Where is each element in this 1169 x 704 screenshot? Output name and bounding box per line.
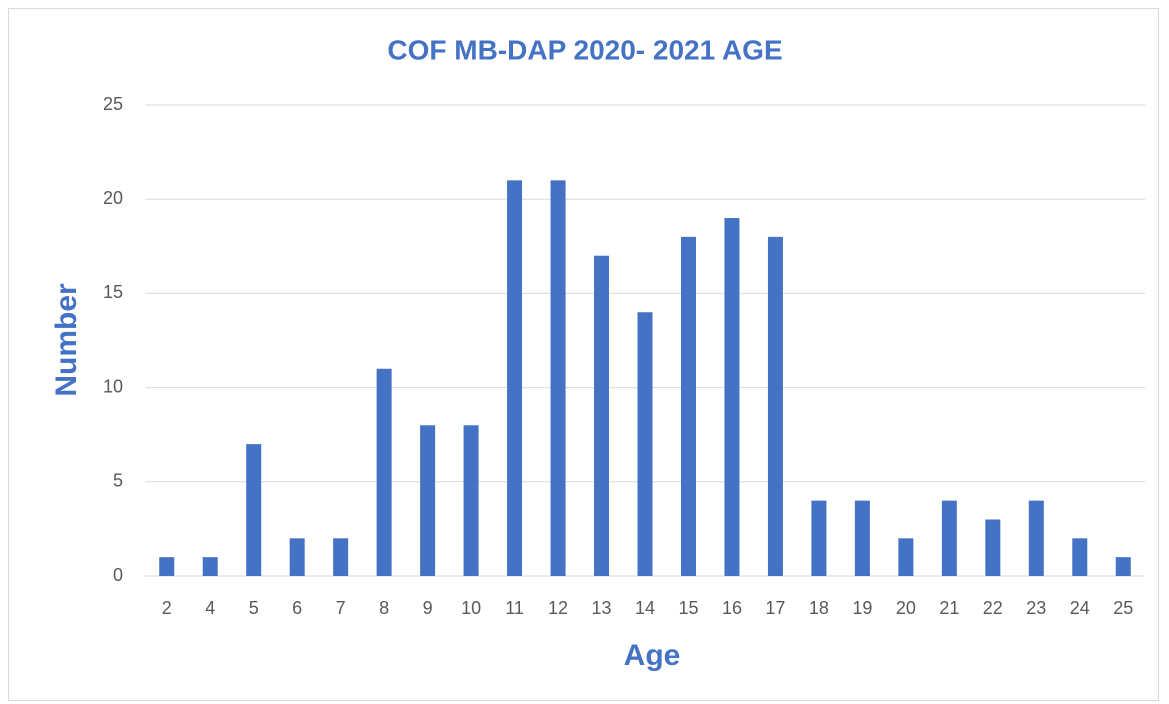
y-tick-label: 5 xyxy=(113,471,123,491)
bar xyxy=(376,368,392,576)
x-tick-label: 7 xyxy=(336,598,346,618)
chart-frame xyxy=(8,8,1159,701)
y-tick-label: 20 xyxy=(103,188,123,208)
x-tick-label: 18 xyxy=(809,598,829,618)
x-tick-label: 16 xyxy=(722,598,742,618)
bar xyxy=(246,444,262,576)
x-tick-label: 4 xyxy=(205,598,215,618)
y-tick-label: 15 xyxy=(103,282,123,302)
x-tick-label: 22 xyxy=(983,598,1003,618)
x-tick-label: 5 xyxy=(249,598,259,618)
x-tick-label: 21 xyxy=(939,598,959,618)
bar xyxy=(550,180,566,577)
bar xyxy=(420,425,436,576)
x-tick-label: 24 xyxy=(1070,598,1090,618)
x-tick-label: 8 xyxy=(379,598,389,618)
y-tick-label: 25 xyxy=(103,94,123,114)
bar xyxy=(941,500,957,576)
x-tick-label: 15 xyxy=(678,598,698,618)
bar xyxy=(507,180,523,577)
x-tick-label: 23 xyxy=(1026,598,1046,618)
x-tick-label: 13 xyxy=(592,598,612,618)
bar xyxy=(898,538,914,576)
bar xyxy=(637,312,653,576)
chart-title: COF MB-DAP 2020- 2021 AGE xyxy=(387,34,782,65)
bar xyxy=(594,255,610,576)
bar xyxy=(985,519,1001,576)
y-axis-label: Number xyxy=(50,283,83,397)
x-tick-label: 20 xyxy=(896,598,916,618)
x-tick-label: 14 xyxy=(635,598,655,618)
bar xyxy=(159,557,175,576)
x-tick-label: 6 xyxy=(292,598,302,618)
bar xyxy=(463,425,479,576)
bar xyxy=(680,236,696,576)
y-tick-label: 0 xyxy=(113,565,123,585)
bar xyxy=(333,538,349,576)
x-tick-label: 10 xyxy=(461,598,481,618)
bar xyxy=(854,500,870,576)
x-tick-label: 9 xyxy=(423,598,433,618)
x-tick-label: 17 xyxy=(765,598,785,618)
bar xyxy=(289,538,305,576)
x-axis-label: Age xyxy=(624,639,681,672)
bar xyxy=(724,218,740,577)
bar xyxy=(767,236,783,576)
x-tick-label: 2 xyxy=(162,598,172,618)
bar xyxy=(1028,500,1044,576)
bar xyxy=(1072,538,1088,576)
x-tick-label: 12 xyxy=(548,598,568,618)
y-tick-label: 10 xyxy=(103,376,123,396)
bar xyxy=(811,500,827,576)
x-tick-label: 25 xyxy=(1113,598,1133,618)
x-tick-label: 19 xyxy=(852,598,872,618)
bar xyxy=(1115,557,1131,576)
bar xyxy=(202,557,218,576)
x-tick-label: 11 xyxy=(505,598,524,618)
